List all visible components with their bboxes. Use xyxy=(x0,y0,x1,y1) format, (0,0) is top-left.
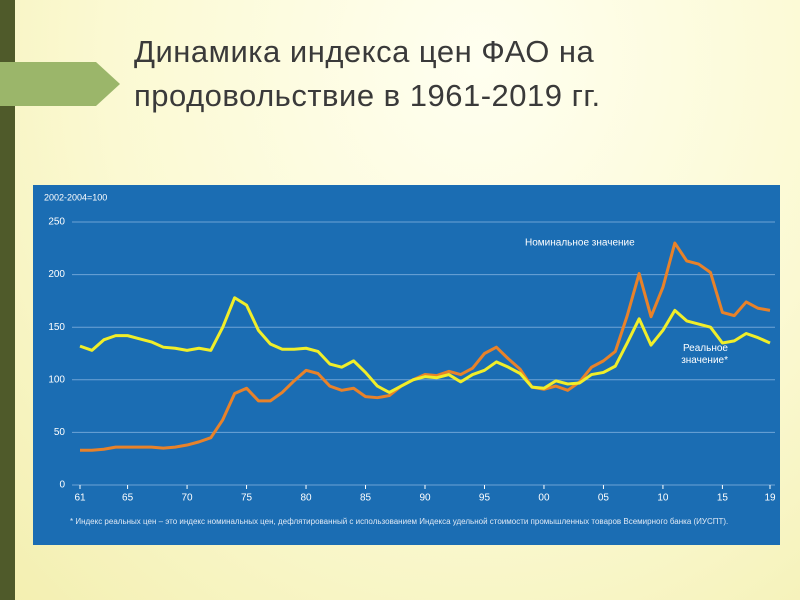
y-tick-label: 200 xyxy=(48,269,65,280)
y-tick-label: 150 xyxy=(48,322,65,333)
x-tick-label: 90 xyxy=(419,493,431,504)
x-tick-label: 00 xyxy=(538,493,550,504)
y-tick-label: 250 xyxy=(48,217,65,228)
x-tick-label: 80 xyxy=(300,493,312,504)
arrow-decoration xyxy=(0,62,120,106)
series-line xyxy=(80,241,771,452)
x-tick-label: 75 xyxy=(241,493,253,504)
slide-title: Динамика индекса цен ФАО на продовольств… xyxy=(134,34,601,113)
y-tick-label: 100 xyxy=(48,374,65,385)
y-tick-label: 0 xyxy=(59,480,65,491)
x-tick-label: 85 xyxy=(360,493,372,504)
x-tick-label: 61 xyxy=(74,493,86,504)
series-label: Реальное значение* xyxy=(681,343,728,366)
footnote: * Индекс реальных цен – это индекс номин… xyxy=(70,517,729,526)
series-line xyxy=(79,296,771,394)
side-stripe xyxy=(0,0,15,600)
x-tick-label: 05 xyxy=(598,493,610,504)
y-axis-label: 2002-2004=100 xyxy=(44,192,107,202)
y-tick-label: 50 xyxy=(54,427,66,438)
x-tick-label: 65 xyxy=(122,493,134,504)
x-tick-label: 70 xyxy=(182,493,194,504)
x-tick-label: 10 xyxy=(657,493,669,504)
x-tick-label: 19 xyxy=(764,493,776,504)
series-label: Номинальное значение xyxy=(525,238,635,249)
x-tick-label: 95 xyxy=(479,493,491,504)
x-tick-label: 15 xyxy=(717,493,729,504)
